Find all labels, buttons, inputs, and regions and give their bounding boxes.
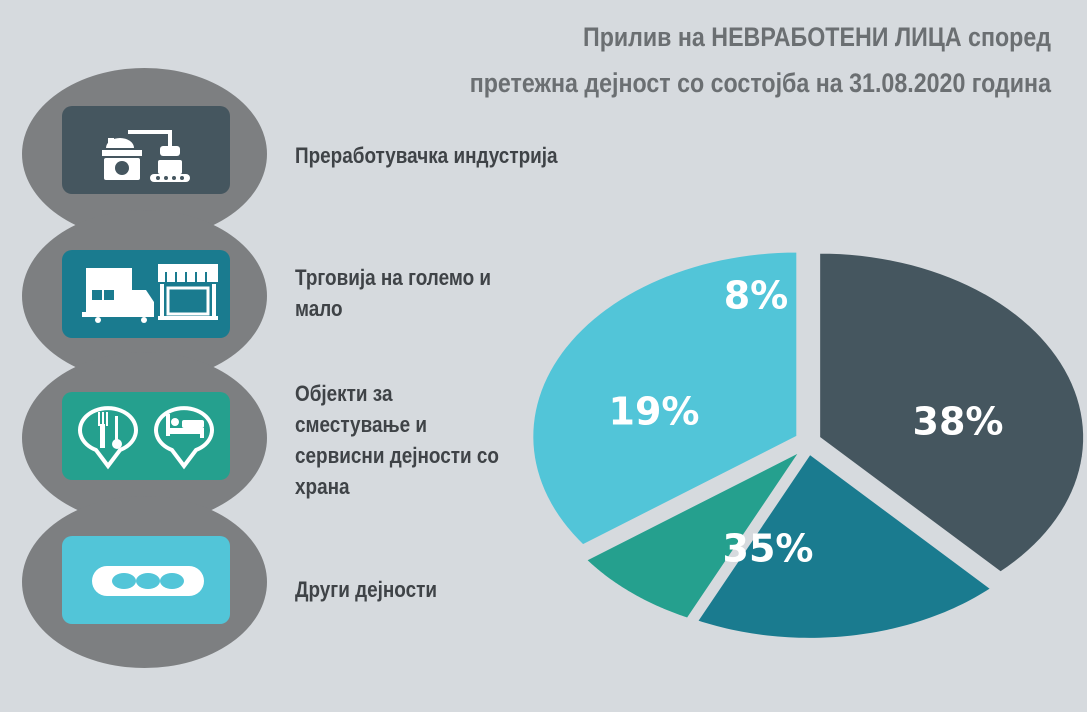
pie-slice-3 — [584, 448, 804, 620]
label-line: сервисни дејности со — [295, 443, 499, 468]
chart-title-line1: Прилив на НЕВРАБОТЕНИ ЛИЦА според — [583, 22, 1051, 52]
pie-data-label-1: 38% — [913, 400, 1004, 444]
label-line: Трговија на големо и — [295, 265, 492, 290]
label-line: Други дејности — [295, 577, 438, 602]
more-dots-icon — [92, 566, 204, 596]
factory-icon — [102, 130, 190, 182]
label-line: сместување и — [295, 412, 428, 437]
chart-title-line2: претежна дејност со состојба на 31.08.20… — [469, 68, 1052, 98]
category-label-other: Други дејности — [295, 574, 437, 605]
category-label-manufacturing: Преработувачка индустрија — [295, 140, 558, 171]
trade-tile — [62, 250, 230, 338]
category-label-accommodation: Објекти за сместување и сервисни дејност… — [295, 378, 499, 502]
category-label-trade: Трговија на големо и мало — [295, 262, 491, 324]
accommodation-tile — [62, 392, 230, 480]
restaurant-hotel-icon — [78, 406, 214, 470]
label-line: Преработувачка индустрија — [295, 143, 558, 168]
pie-data-label-2: 19% — [609, 390, 700, 434]
manufacturing-tile — [62, 106, 230, 194]
label-line: мало — [295, 296, 343, 321]
truck-store-icon — [82, 264, 218, 323]
other-activities-tile — [62, 536, 230, 624]
label-line: Објекти за — [295, 381, 393, 406]
pie-slice-4 — [531, 250, 799, 547]
chart-title: Прилив на НЕВРАБОТЕНИ ЛИЦА според претеж… — [449, 14, 1051, 106]
label-line: храна — [295, 474, 350, 499]
pie-data-label-3: 8% — [724, 274, 789, 318]
pie-slice-2 — [695, 452, 994, 640]
pie-data-label-4: 35% — [723, 527, 814, 571]
pie-slice-1 — [818, 251, 1086, 574]
